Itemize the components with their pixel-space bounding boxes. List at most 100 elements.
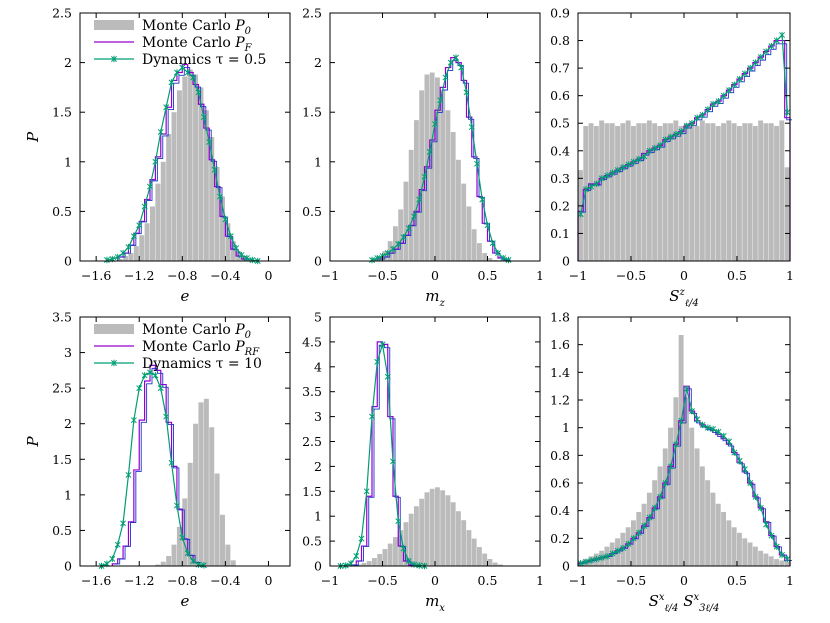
y-tick-label: 1.5 xyxy=(302,105,322,120)
dynamics-point xyxy=(353,552,360,560)
y-tick-label: 0 xyxy=(64,559,72,574)
x-tick-label: 1 xyxy=(536,573,544,588)
dynamics-point xyxy=(694,416,701,423)
dynamics-point xyxy=(731,81,738,88)
hist-bar xyxy=(155,564,161,566)
hist-bar xyxy=(182,498,188,566)
y-tick-label: 1.8 xyxy=(550,310,570,325)
hist-bar xyxy=(139,235,145,261)
dynamics-point xyxy=(390,458,396,465)
dynamics-line xyxy=(580,388,788,564)
y-tick-label: 1 xyxy=(64,487,72,502)
dynamics-point xyxy=(773,37,780,44)
dynamics-point xyxy=(157,128,164,136)
hist-bar xyxy=(763,553,769,566)
x-tick-label: −1.6 xyxy=(81,573,111,588)
dynamics-point xyxy=(657,493,664,501)
hist-bar xyxy=(403,181,409,261)
dynamics-point xyxy=(114,253,121,261)
hist-bar xyxy=(414,120,419,261)
hist-bar xyxy=(599,120,605,261)
legend-label: Dynamics τ = 0.5 xyxy=(142,52,266,68)
y-tick-label: 1.6 xyxy=(550,337,570,352)
x-tick-label: 0.5 xyxy=(727,573,747,588)
hist-bar xyxy=(414,506,419,566)
hist-bar xyxy=(657,466,663,566)
hist-bar xyxy=(641,503,647,566)
dynamics-point xyxy=(421,173,428,180)
x-axis-label: e xyxy=(181,592,190,610)
dynamics-point xyxy=(468,123,475,131)
dynamics-point xyxy=(200,113,207,121)
y-tick-label: 0.2 xyxy=(550,198,570,213)
y-tick-label: 0.5 xyxy=(302,534,322,549)
y-tick-label: 0 xyxy=(562,254,570,269)
hist-bar xyxy=(625,120,631,261)
hist-bar xyxy=(372,259,377,261)
x-axis-label: Sxℓ/4 Sx3ℓ/4 xyxy=(649,592,720,614)
x-tick-label: 0 xyxy=(431,573,439,588)
dynamics-point xyxy=(720,432,727,440)
hist-bar xyxy=(662,123,668,261)
dynamics-point xyxy=(453,54,459,61)
dynamics-point xyxy=(363,488,370,495)
dynamics-point xyxy=(505,256,512,264)
hist-bar xyxy=(726,120,732,261)
hist-bar xyxy=(668,427,673,566)
dynamics-point xyxy=(747,479,754,487)
y-tick-label: 0.9 xyxy=(550,6,570,21)
dynamics-point xyxy=(641,153,648,160)
y-tick-label: 1.2 xyxy=(550,393,570,408)
dynamics-point xyxy=(173,69,180,76)
x-tick-label: 0.5 xyxy=(478,268,498,283)
hist-bar xyxy=(128,253,134,261)
hist-bar xyxy=(710,123,716,261)
hist-bar xyxy=(461,183,467,261)
dynamics-point xyxy=(726,438,733,445)
dynamics-point xyxy=(152,372,159,379)
x-tick-label: 1 xyxy=(536,268,544,283)
dynamics-point xyxy=(147,369,153,376)
hist-bar xyxy=(652,123,658,261)
y-tick-label: 5 xyxy=(314,310,322,325)
dynamics-point xyxy=(125,243,132,251)
hist-bar xyxy=(641,123,647,261)
x-axis-label: Szℓ/4 xyxy=(669,287,698,309)
legend-swatch-hist xyxy=(94,20,134,30)
hist-bar xyxy=(774,559,779,566)
y-tick-label: 1.5 xyxy=(52,105,72,120)
hist-bar xyxy=(752,125,758,261)
dynamics-point xyxy=(141,203,148,210)
hist-bar xyxy=(768,556,774,566)
dynamics-point xyxy=(184,69,191,76)
x-tick-label: −0.4 xyxy=(210,268,240,283)
dynamics-point xyxy=(152,158,159,165)
hist-bar xyxy=(382,251,388,261)
hist-bar xyxy=(387,543,393,566)
hist-bar xyxy=(721,123,726,261)
dynamics-point xyxy=(604,553,611,560)
legend-marker xyxy=(111,359,117,367)
hist-bar xyxy=(123,256,129,261)
dynamics-line xyxy=(580,33,788,215)
dynamics-point xyxy=(715,97,722,105)
subplot-1-2: 0 0.2 0.4 0.6 0.8 1 1.2 1.4 1.6 1.8 −1 −0.5 0 0.5 1 Sxℓ… xyxy=(550,310,794,615)
dynamics-point xyxy=(243,254,250,262)
dynamics-point xyxy=(779,551,786,559)
hist-bar xyxy=(398,209,404,261)
hist-bar xyxy=(429,488,435,566)
dynamics-point xyxy=(130,233,137,240)
hist-bar xyxy=(726,520,732,566)
y-tick-label: 3.5 xyxy=(302,384,322,399)
dynamics-point xyxy=(757,504,764,512)
dynamics-point xyxy=(500,254,507,262)
dynamics-point xyxy=(168,459,175,467)
dynamics-point xyxy=(641,522,648,530)
y-tick-label: 1 xyxy=(314,154,322,169)
y-tick-label: 0 xyxy=(314,254,322,269)
hist-bar xyxy=(424,492,430,566)
hist-bar xyxy=(393,226,398,261)
x-tick-label: 1 xyxy=(786,268,794,283)
hist-bar xyxy=(419,90,425,261)
